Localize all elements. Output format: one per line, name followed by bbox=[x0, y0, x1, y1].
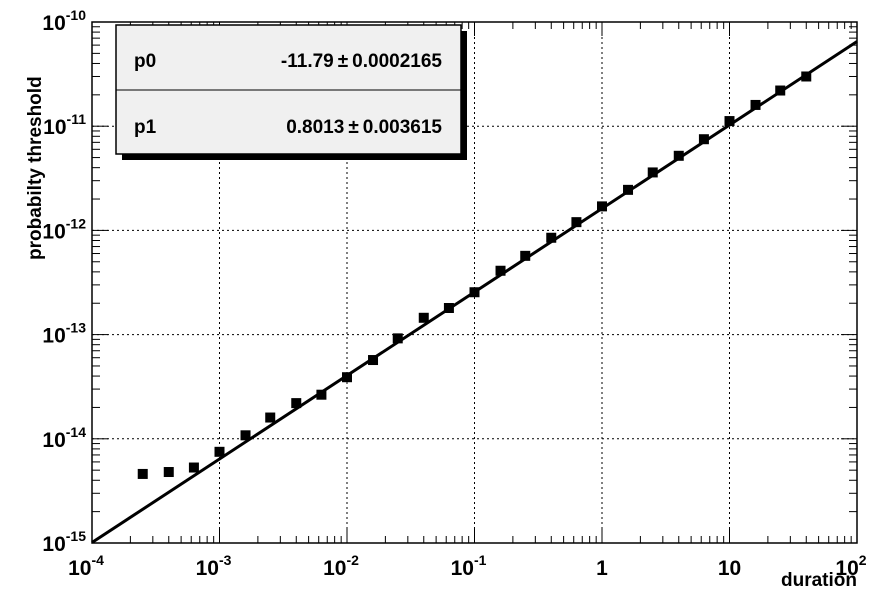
y-tick-label: 10-10 bbox=[42, 7, 86, 35]
y-tick-label: 10-11 bbox=[43, 111, 86, 139]
y-tick-label-exponent: -11 bbox=[67, 111, 87, 127]
y-tick-label-base: 10 bbox=[42, 533, 65, 556]
data-point bbox=[214, 446, 225, 457]
x-tick-label-base: 10 bbox=[835, 557, 858, 580]
data-points bbox=[137, 71, 812, 479]
data-point bbox=[571, 217, 582, 228]
x-tick-label: 10-1 bbox=[451, 552, 487, 580]
data-point bbox=[724, 116, 735, 127]
x-tick-label-base: 10 bbox=[718, 557, 741, 580]
x-tick-label-base: 10 bbox=[451, 557, 474, 580]
y-tick-label-exponent: -14 bbox=[66, 424, 86, 440]
data-point bbox=[801, 71, 812, 82]
x-tick-label-exponent: -1 bbox=[474, 552, 487, 568]
data-point bbox=[443, 303, 454, 314]
data-point bbox=[520, 250, 531, 261]
x-tick-label: 10-3 bbox=[196, 552, 232, 580]
data-point bbox=[597, 201, 607, 212]
y-tick-label: 10-12 bbox=[42, 215, 86, 243]
stat-p0-value: -11.79 ±0.0002165 bbox=[281, 51, 443, 72]
data-point bbox=[495, 265, 506, 276]
y-tick-label-base: 10 bbox=[42, 429, 65, 452]
y-tick-label-base: 10 bbox=[43, 116, 66, 139]
y-tick-label-exponent: -12 bbox=[66, 215, 86, 231]
data-point bbox=[291, 398, 302, 409]
y-tick-label-base: 10 bbox=[42, 220, 65, 243]
data-point bbox=[775, 85, 786, 96]
stat-p0-name: p0 bbox=[134, 51, 156, 72]
data-point bbox=[163, 467, 174, 478]
y-tick-label-exponent: -13 bbox=[66, 320, 86, 336]
data-point bbox=[647, 167, 658, 178]
stat-p0-central: -11.79 bbox=[281, 51, 334, 72]
data-point bbox=[673, 150, 684, 161]
data-point bbox=[750, 99, 761, 110]
data-point bbox=[240, 430, 251, 441]
y-tick-label: 10-15 bbox=[42, 528, 86, 556]
stat-p1-pm: ± bbox=[348, 117, 358, 138]
x-tick-label-base: 1 bbox=[596, 557, 608, 580]
stat-p1-error: 0.003615 bbox=[363, 117, 443, 138]
y-tick-label-base: 10 bbox=[42, 325, 65, 348]
data-point bbox=[392, 333, 403, 344]
stat-p1-central: 0.8013 bbox=[286, 117, 344, 138]
y-tick-label: 10-14 bbox=[42, 424, 86, 452]
data-point bbox=[418, 312, 429, 323]
data-point bbox=[623, 184, 634, 195]
stat-p0-pm: ± bbox=[338, 51, 348, 72]
data-point bbox=[368, 355, 379, 366]
y-tick-label-exponent: -15 bbox=[66, 528, 86, 544]
x-tick-label: 10-4 bbox=[68, 552, 104, 580]
x-tick-label-exponent: -4 bbox=[91, 552, 104, 568]
x-tick-label: 102 bbox=[835, 552, 866, 580]
stat-p1-name: p1 bbox=[134, 117, 157, 138]
x-tick-label-base: 10 bbox=[323, 557, 346, 580]
x-tick-labels: 10-4 10-3 10-2 10-1 1 10 102 bbox=[68, 552, 867, 580]
data-point bbox=[137, 468, 148, 479]
x-axis-title: duration bbox=[781, 570, 857, 591]
data-point bbox=[342, 372, 352, 383]
x-tick-label: 1 bbox=[596, 557, 608, 580]
x-tick-label-exponent: 2 bbox=[859, 552, 867, 568]
data-point bbox=[546, 232, 557, 243]
stats-box: p0 -11.79 ±0.0002165 p1 0.8013 ±0.003615 bbox=[115, 24, 467, 160]
y-axis-title: probabilty threshold bbox=[25, 76, 46, 260]
x-tick-label-exponent: -3 bbox=[219, 552, 232, 568]
data-point bbox=[316, 389, 327, 400]
x-tick-label-exponent: -2 bbox=[346, 552, 359, 568]
x-tick-label: 10 bbox=[718, 557, 741, 580]
y-tick-label-exponent: -10 bbox=[66, 7, 86, 23]
y-tick-label: 10-13 bbox=[42, 320, 86, 348]
x-tick-label-base: 10 bbox=[68, 557, 91, 580]
y-tick-label-base: 10 bbox=[42, 12, 65, 35]
x-tick-label: 10-2 bbox=[323, 552, 359, 580]
stat-p0-error: 0.0002165 bbox=[352, 51, 442, 72]
data-point bbox=[698, 134, 709, 145]
stat-p1-value: 0.8013 ±0.003615 bbox=[286, 117, 442, 138]
x-tick-label-base: 10 bbox=[196, 557, 219, 580]
axis-ticks bbox=[91, 22, 857, 544]
data-point bbox=[469, 287, 480, 298]
data-point bbox=[265, 412, 276, 423]
data-point bbox=[188, 462, 199, 473]
